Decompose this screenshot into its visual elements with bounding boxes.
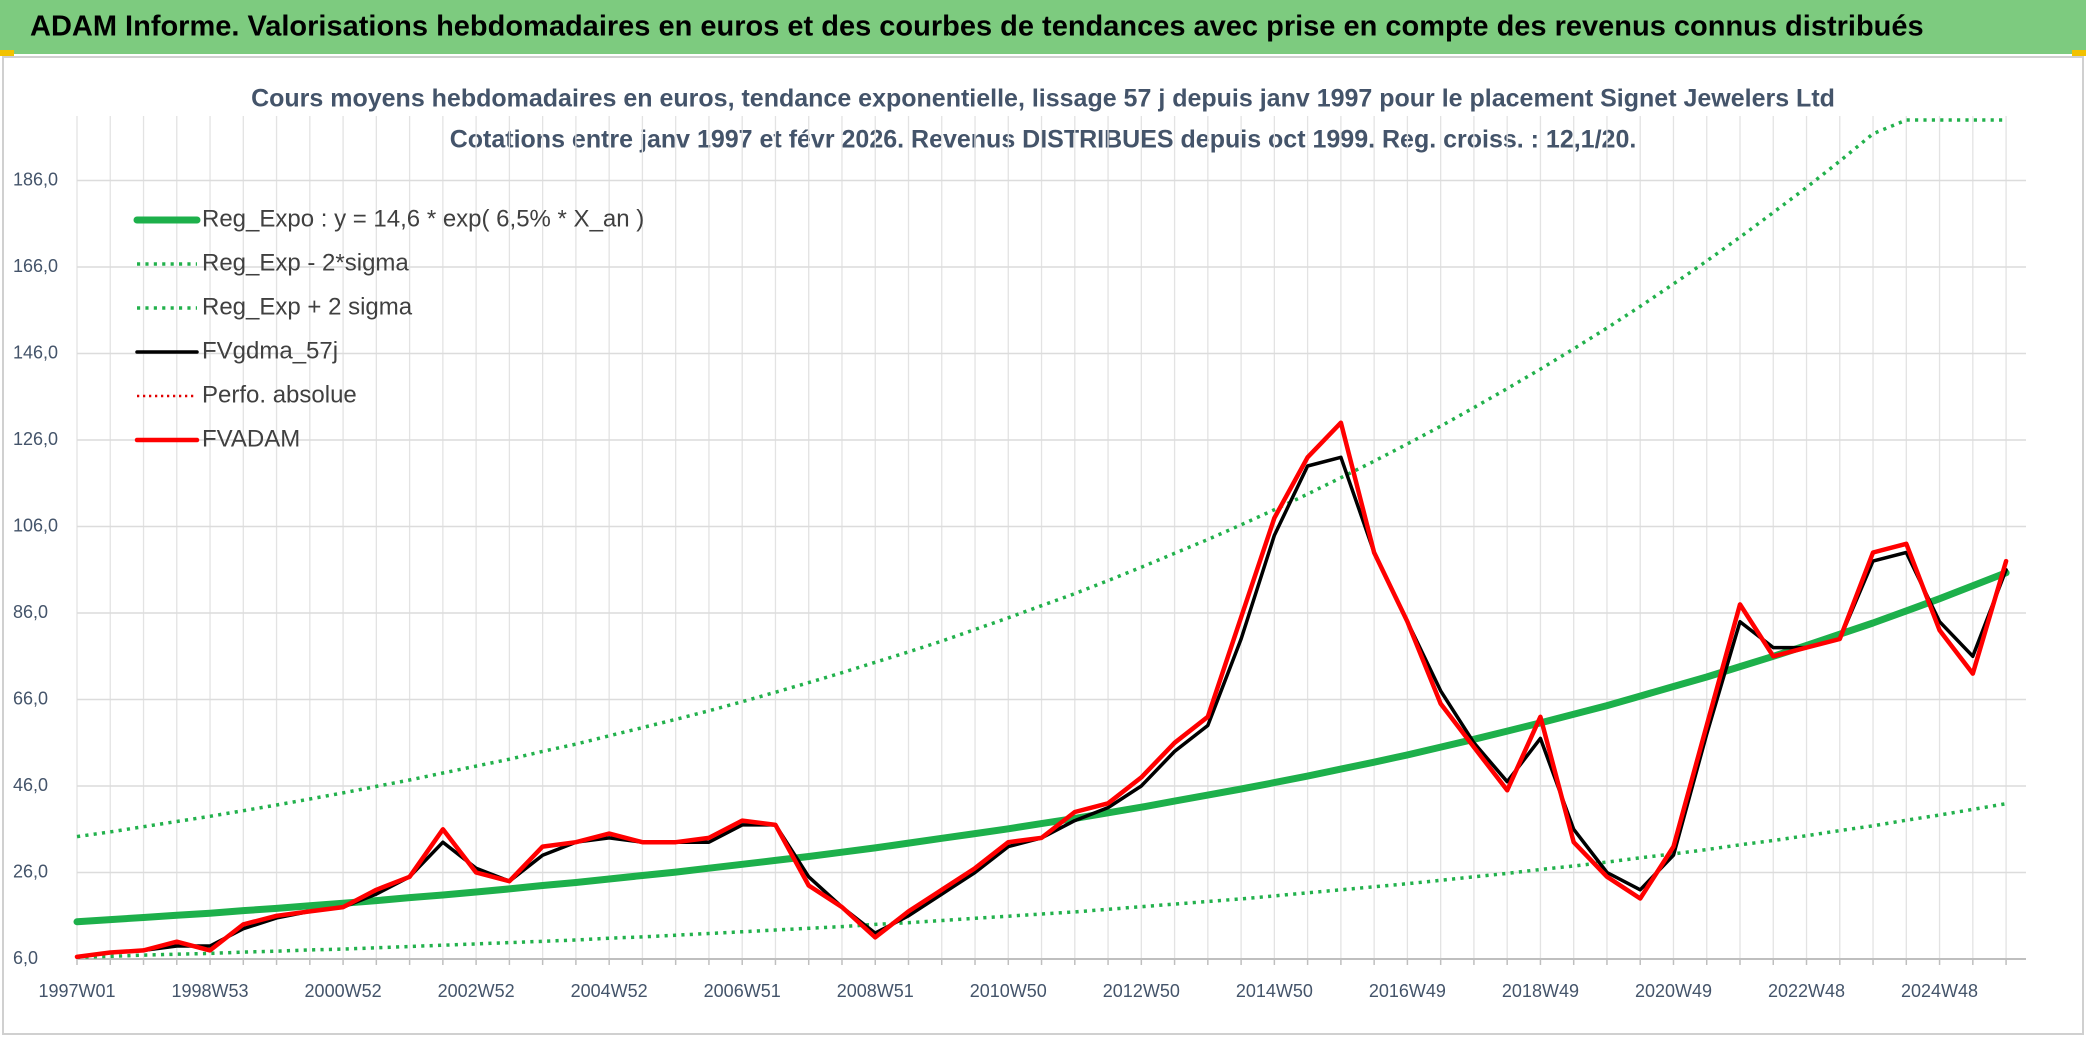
x-tick-label: 2018W49 <box>1502 981 1579 1001</box>
legend: Reg_Expo : y = 14,6 * exp( 6,5% * X_an )… <box>133 205 644 452</box>
legend-label: Reg_Expo : y = 14,6 * exp( 6,5% * X_an ) <box>202 205 644 232</box>
x-tick-label: 1997W01 <box>38 981 115 1001</box>
corner <box>0 50 14 56</box>
x-tick-label: 2000W52 <box>305 981 382 1001</box>
series-line <box>76 801 2007 960</box>
legend-label: Perfo. absolue <box>202 381 357 408</box>
x-tick-label: 2012W50 <box>1103 981 1180 1001</box>
x-tick-label: 2020W49 <box>1635 981 1712 1001</box>
header-banner <box>0 0 2086 54</box>
header-title: ADAM Informe. Valorisations hebdomadaire… <box>30 11 1924 43</box>
x-tick-label: 2024W48 <box>1901 981 1978 1001</box>
x-tick-label: 2014W50 <box>1236 981 1313 1001</box>
y-tick-label: 46,0 <box>13 775 48 795</box>
legend-label: FVADAM <box>202 425 300 452</box>
lines <box>73 118 2010 960</box>
legend-label: FVgdma_57j <box>202 337 338 364</box>
chart-subtitle: Cotations entre janv 1997 et févr 2026. … <box>450 126 1637 154</box>
y-tick-label: 166,0 <box>13 256 58 276</box>
y-tick-label: 6,0 <box>13 948 38 968</box>
y-tick-label: 146,0 <box>13 342 58 362</box>
chart-title: Cours moyens hebdomadaires en euros, ten… <box>251 85 1835 113</box>
y-tick-label: 106,0 <box>13 515 58 535</box>
x-tick-label: 2016W49 <box>1369 981 1446 1001</box>
x-tick-label: 2002W52 <box>438 981 515 1001</box>
y-tick-label: 26,0 <box>13 861 48 881</box>
corner <box>2072 50 2086 56</box>
x-tick-label: 2006W51 <box>704 981 781 1001</box>
x-tick-label: 1998W53 <box>172 981 249 1001</box>
series-line <box>76 118 2007 839</box>
y-tick-label: 66,0 <box>13 688 48 708</box>
y-tick-label: 86,0 <box>13 602 48 622</box>
legend-label: Reg_Exp - 2*sigma <box>202 249 409 276</box>
chart-border <box>2 56 2084 1035</box>
grid: 6,0 26,0 46,0 66,0 86,0 106,0 126,0 146,0 166,0 1… <box>13 116 2026 1001</box>
legend-label: Reg_Exp + 2 sigma <box>202 293 413 320</box>
x-tick-label: 2010W50 <box>970 981 1047 1001</box>
y-tick-label: 126,0 <box>13 429 58 449</box>
x-tick-label: 2022W48 <box>1768 981 1845 1001</box>
series-line <box>74 420 2009 960</box>
x-tick-label: 2004W52 <box>571 981 648 1001</box>
y-tick-label: 186,0 <box>13 169 58 189</box>
x-tick-label: 2008W51 <box>837 981 914 1001</box>
series-line <box>73 569 2010 926</box>
